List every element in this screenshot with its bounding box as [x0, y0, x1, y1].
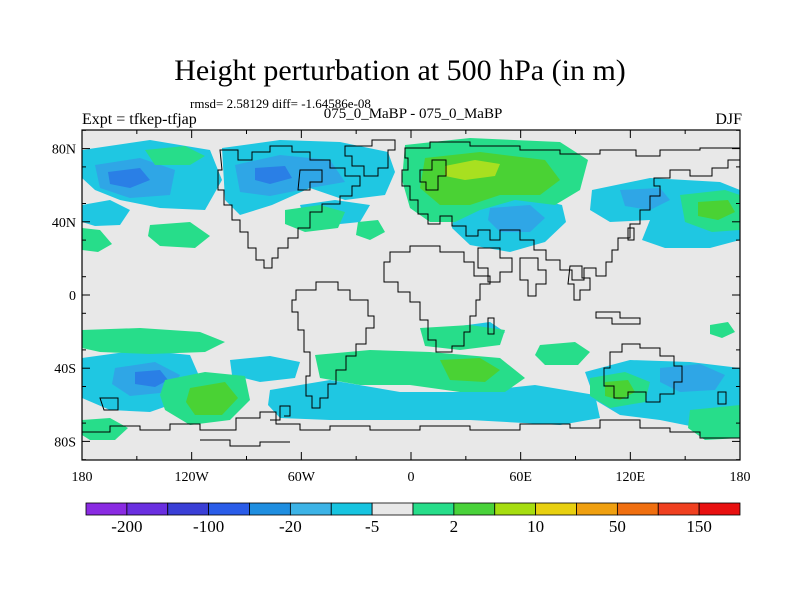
outline-eurasia [401, 141, 740, 281]
lat-tick-label: 80S [54, 435, 76, 450]
colorbar-swatch [289, 502, 332, 516]
pos-region-trop-atl [420, 325, 505, 350]
colorbar-swatch [167, 502, 210, 516]
colorbar-swatch [494, 502, 537, 516]
outline-madagascar [487, 317, 495, 335]
lon-tick-label: 180 [730, 470, 751, 485]
pos-region-so-high [82, 418, 128, 440]
colorbar-swatch [330, 502, 373, 516]
pos-region-so-east [688, 405, 740, 440]
neg-region-dark-1 [135, 370, 168, 387]
outline-ant-pen [270, 405, 291, 421]
colorbar-swatch [249, 502, 291, 516]
colorbar-swatch [453, 502, 496, 516]
axis-ticks: 80N 40N 0 40S 80S 180 120W 60W 0 60E 120E 180 [52, 129, 751, 485]
lat-tick-label: 80N [52, 143, 76, 158]
outline-africa [383, 245, 491, 353]
outline-south-america [291, 281, 375, 409]
colorbar-swatch [85, 502, 128, 516]
lat-tick-label: 40N [52, 216, 76, 231]
lon-tick-label: 0 [408, 470, 415, 485]
lon-tick-label: 180 [72, 470, 93, 485]
colorbar-label: 10 [527, 517, 544, 536]
colorbar-swatch [576, 502, 618, 516]
colorbar-label: 50 [609, 517, 626, 536]
lon-tick-label: 60E [509, 470, 532, 485]
colorbar-label: -100 [193, 517, 224, 536]
neg-region-npac-core [620, 188, 670, 210]
colorbar-swatch [616, 502, 659, 516]
pos-region-eurasia-peak [445, 160, 500, 180]
stats-line: rmsd= 2.58129 diff= -1.64586e-08 [190, 96, 371, 111]
outline-india [519, 257, 547, 297]
pos-region-na-north [145, 146, 205, 165]
outline-japan [627, 227, 635, 241]
neg-region-npac-low [82, 200, 130, 226]
pos-region-pac-sub [148, 222, 210, 248]
case-label: 075_0_MaBP - 075_0_MaBP [323, 106, 503, 122]
outline-ant-ross [99, 397, 119, 411]
neg-region-so-ind-core [660, 364, 725, 392]
outline-greenland [344, 139, 396, 177]
pos-region-npac-west [82, 228, 112, 252]
season-label: DJF [715, 111, 742, 128]
pos-region-trop-pac [82, 328, 225, 354]
outline-indonesia [595, 311, 641, 325]
lat-tick-label: 0 [69, 289, 76, 304]
chart-title: Height perturbation at 500 hPa (in m) [174, 54, 626, 87]
lon-tick-label: 120W [175, 470, 210, 485]
outline-australia [603, 343, 683, 403]
colorbar-swatch [698, 502, 741, 516]
colorbar-swatch [412, 502, 455, 516]
pos-region-trop-ind [535, 342, 590, 365]
outline-ant-shelf [200, 439, 290, 447]
colorbar-label: -20 [279, 517, 302, 536]
colorbar-swatch [657, 502, 700, 516]
lon-tick-label: 60W [288, 470, 316, 485]
colorbar-swatch [371, 502, 414, 516]
pos-region-small-1 [356, 220, 385, 240]
pos-region-so-pac-core [186, 382, 238, 415]
lon-tick-label: 120E [616, 470, 646, 485]
neg-region-dark-2 [108, 168, 150, 188]
pos-region-small-2 [710, 322, 735, 338]
colorbar: -200 -100 -20 -5 2 10 50 150 [85, 502, 741, 536]
colorbar-label: -200 [111, 517, 142, 536]
colorbar-label: -5 [365, 517, 379, 536]
outline-seasia [567, 265, 591, 301]
neg-region-dark-3 [255, 166, 292, 184]
pos-region-npac-east-core [698, 200, 735, 220]
outline-hudson [297, 169, 323, 191]
colorbar-label: 2 [450, 517, 459, 536]
lat-tick-label: 40S [54, 362, 76, 377]
outline-new-zealand [717, 391, 727, 405]
colorbar-label: 150 [686, 517, 712, 536]
outline-scandinavia [419, 159, 447, 191]
colorbar-swatch [208, 502, 250, 516]
pos-region-so-atl-core [440, 358, 500, 382]
continent-outlines [82, 139, 740, 447]
neg-region-weak-1 [230, 356, 300, 382]
colorbar-swatch [535, 502, 577, 516]
neg-region-asia-core [488, 205, 545, 232]
outline-north-america [217, 145, 361, 269]
neg-region-so-atl [268, 380, 600, 425]
experiment-label: Expt = tfkep-tfjap [82, 111, 197, 128]
colorbar-swatch [126, 502, 169, 516]
outline-arabia [477, 247, 513, 283]
pos-region-atl-mid [285, 205, 345, 232]
outline-antarctica [82, 411, 740, 439]
